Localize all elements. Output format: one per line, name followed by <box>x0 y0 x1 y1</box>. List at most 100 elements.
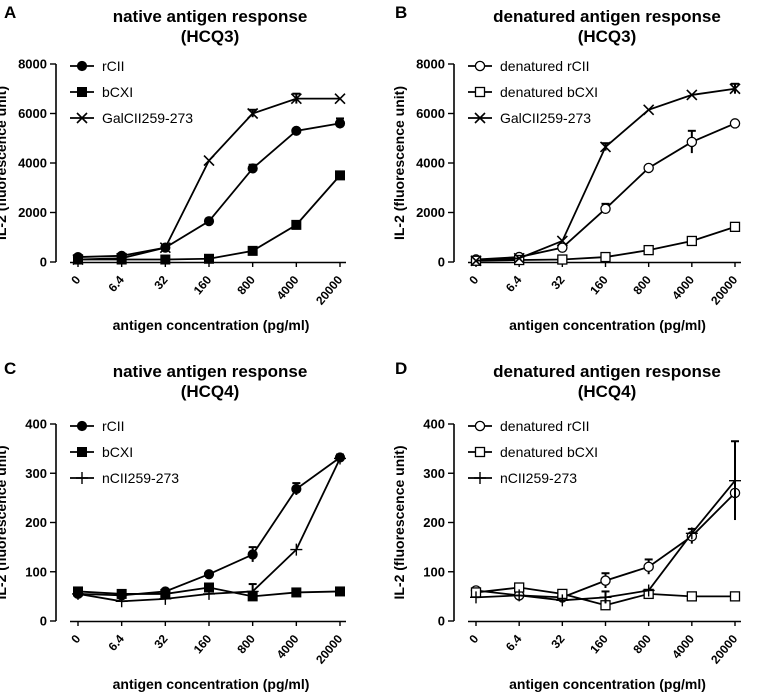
legend-marker <box>474 60 486 72</box>
data-point <box>729 83 741 95</box>
y-tick-label: 8000 <box>416 57 445 72</box>
x-tick-label: 800 <box>630 273 654 298</box>
legend-item-2: nCII259-273 <box>70 470 179 486</box>
data-point <box>642 584 655 597</box>
data-point <box>203 154 215 167</box>
legend-label: denatured rCII <box>500 418 590 434</box>
legend-label: rCII <box>102 418 125 434</box>
y-tick-label: 300 <box>25 466 47 481</box>
y-tick-label: 200 <box>25 515 47 530</box>
legend-label: denatured bCXI <box>500 84 598 100</box>
data-point <box>470 591 482 604</box>
x-tick-label: 4000 <box>669 273 697 303</box>
legend-item-0: rCII <box>70 58 125 74</box>
legend-marker <box>474 472 486 484</box>
legend-marker <box>77 447 87 457</box>
x-tick-label: 800 <box>234 632 258 657</box>
x-tick-label: 20000 <box>708 632 740 667</box>
y-axis-label: IL-2 (fluorescence unit) <box>391 86 407 240</box>
y-tick-label: 0 <box>438 614 445 629</box>
data-point <box>513 252 525 264</box>
y-tick-label: 6000 <box>416 106 445 121</box>
legend-label: nCII259-273 <box>102 470 179 486</box>
data-point <box>514 254 525 266</box>
data-point <box>729 221 741 233</box>
data-point <box>335 586 345 597</box>
data-point <box>334 93 346 105</box>
legend-marker <box>474 112 486 124</box>
legend-item-1: bCXI <box>70 84 133 100</box>
legend-label: denatured rCII <box>500 58 590 74</box>
y-tick-label: 400 <box>25 417 47 432</box>
x-axis-label: antigen concentration (pg/ml) <box>113 317 310 333</box>
data-point <box>557 242 568 253</box>
x-tick-label: 0 <box>466 632 481 646</box>
y-axis-label: IL-2 (fluorescence unit) <box>0 445 9 599</box>
legend-label: denatured bCXI <box>500 444 598 460</box>
data-point <box>204 253 214 264</box>
series-0 <box>470 487 741 603</box>
y-tick-label: 2000 <box>416 205 445 220</box>
panel-letter: C <box>4 359 16 378</box>
x-tick-label: 32 <box>548 632 568 651</box>
data-point <box>643 162 654 174</box>
y-tick-label: 0 <box>40 614 47 629</box>
data-point <box>203 587 215 600</box>
data-point <box>643 561 654 573</box>
legend-item-0: denatured rCII <box>468 418 590 434</box>
chart-subtitle: (HCQ4) <box>181 382 240 401</box>
series-0 <box>470 118 741 265</box>
legend-item-1: denatured bCXI <box>468 444 598 460</box>
x-tick-label: 20000 <box>313 632 345 667</box>
data-point <box>686 235 697 247</box>
x-axis-label: antigen concentration (pg/ml) <box>509 676 706 692</box>
chart-title: denatured antigen response <box>493 362 721 381</box>
x-axis-label: antigen concentration (pg/ml) <box>509 317 706 333</box>
y-tick-label: 300 <box>423 466 445 481</box>
data-point <box>247 163 258 174</box>
data-point <box>643 244 654 256</box>
series-2 <box>470 82 741 267</box>
chart-title: denatured antigen response <box>493 7 721 26</box>
chart-title: native antigen response <box>113 7 308 26</box>
y-tick-label: 400 <box>423 417 445 432</box>
data-point <box>291 587 302 598</box>
chart-subtitle: (HCQ4) <box>578 382 637 401</box>
data-point <box>334 118 346 129</box>
legend-label: bCXI <box>102 84 133 100</box>
legend-item-2: nCII259-273 <box>468 470 577 486</box>
data-point <box>247 107 259 120</box>
data-point <box>291 219 302 230</box>
x-tick-label: 0 <box>68 273 83 287</box>
legend-marker <box>474 420 486 432</box>
chart-title: native antigen response <box>113 362 308 381</box>
panel-letter: D <box>395 359 407 378</box>
x-tick-label: 4000 <box>274 273 302 303</box>
series-2 <box>72 452 346 608</box>
series-line <box>77 122 341 258</box>
x-tick-label: 6.4 <box>503 632 525 654</box>
data-point <box>334 452 346 465</box>
data-point <box>600 203 611 215</box>
x-tick-label: 4000 <box>669 632 697 662</box>
series-0 <box>72 117 346 263</box>
data-point <box>203 569 215 580</box>
legend-label: GalCII259-273 <box>500 110 591 126</box>
x-tick-label: 32 <box>151 632 171 651</box>
y-tick-label: 4000 <box>18 156 47 171</box>
y-tick-label: 8000 <box>18 57 47 72</box>
legend-label: bCXI <box>102 444 133 460</box>
chart-subtitle: (HCQ3) <box>181 27 240 46</box>
data-point <box>246 585 259 598</box>
data-point <box>599 141 612 153</box>
x-tick-label: 800 <box>234 273 258 298</box>
data-point <box>686 89 698 101</box>
data-point <box>115 595 128 608</box>
legend-item-0: denatured rCII <box>468 58 590 74</box>
legend-marker <box>77 87 87 97</box>
x-tick-label: 160 <box>191 273 215 298</box>
x-tick-label: 6.4 <box>503 273 525 295</box>
x-tick-label: 0 <box>466 273 481 287</box>
